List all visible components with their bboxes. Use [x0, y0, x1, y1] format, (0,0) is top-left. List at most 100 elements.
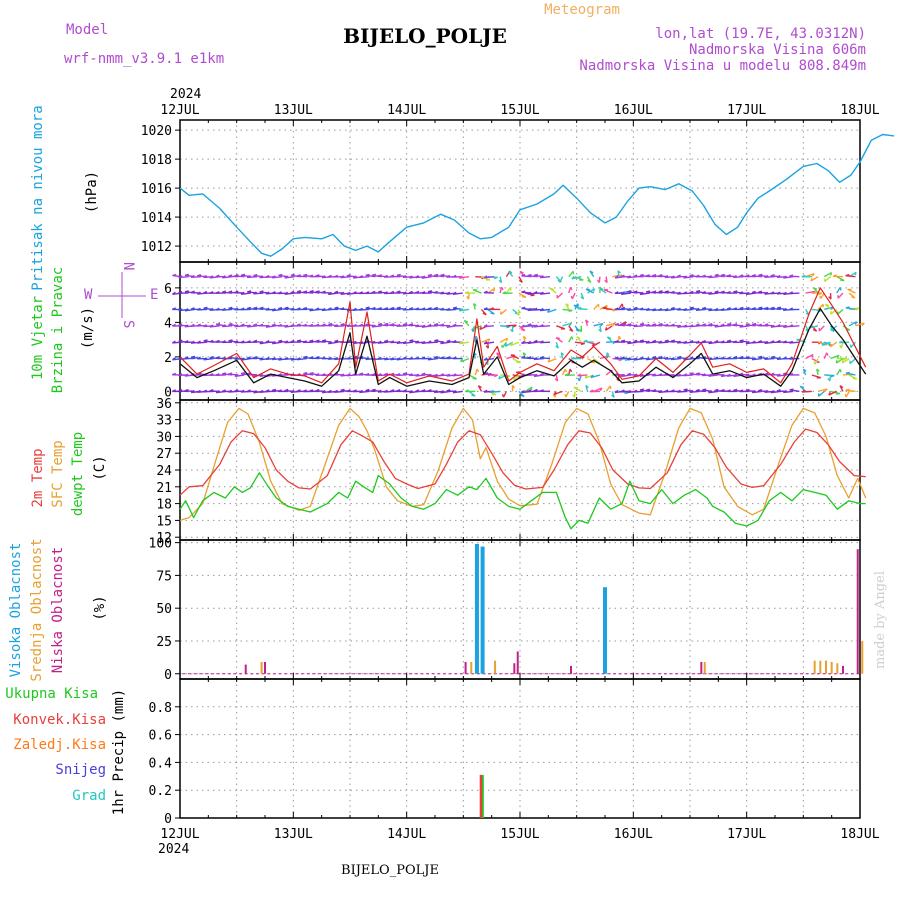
wind-arrow-head: [371, 290, 376, 294]
wind-arrow: [571, 292, 576, 300]
wind-arrow-head: [259, 389, 264, 393]
wind-arrow: [829, 341, 838, 348]
wind-arrow-head: [530, 294, 535, 297]
wind-arrow-head: [178, 339, 183, 343]
wind-arrow-head: [203, 357, 207, 361]
cloud-panel: 0 25 50 75 100: [149, 537, 864, 683]
wind-arrow-head: [396, 306, 401, 309]
wind-arrow-head: [572, 394, 576, 398]
cloud-bar-mid: [861, 640, 864, 674]
wind-arrow-head: [184, 308, 189, 312]
wind-arrow-head: [479, 326, 482, 330]
wind-arrow-head: [578, 328, 582, 333]
wind-arrow-head: [585, 319, 589, 323]
precip-label-total: Ukupna Kisa: [5, 686, 98, 702]
wind-arrow: [817, 303, 824, 310]
wind-arrow-head: [789, 372, 794, 376]
wind-arrow: [540, 292, 551, 295]
wind-arrow-head: [701, 290, 706, 294]
wind-arrow-head: [527, 273, 532, 277]
wind-arrow-head: [483, 389, 488, 393]
wind-arrow-head: [421, 324, 426, 328]
y-tick-label: 36: [156, 397, 172, 412]
y-tick-label: 75: [156, 569, 172, 584]
wind-arrow-head: [358, 307, 363, 311]
wind-arrow-head: [240, 340, 245, 344]
wind-arrow-head: [658, 373, 663, 376]
wind-arrow-head: [670, 323, 675, 327]
wind-arrow-head: [770, 306, 775, 310]
wind-arrow-head: [739, 274, 744, 277]
wind-arrow-head: [589, 270, 594, 274]
wind-arrow: [459, 308, 470, 312]
dewpt-temp-line: [179, 472, 866, 530]
wind-arrow-head: [829, 343, 832, 347]
wind-arrow-head: [265, 340, 270, 343]
wind-arrow-head: [633, 339, 638, 343]
wind-arrow-head: [621, 303, 624, 307]
wind-arrow-head: [652, 388, 657, 392]
wind-arrow-head: [533, 324, 538, 328]
wind-arrow-head: [315, 323, 320, 327]
wind-arrow-head: [633, 324, 638, 328]
y-tick-label: 18: [156, 498, 172, 513]
wind-arrow: [172, 341, 183, 344]
wind-arrow-head: [581, 355, 585, 360]
wind-arrow-head: [639, 356, 644, 360]
wind-arrow-head: [701, 373, 706, 377]
wind-arrow-head: [446, 356, 451, 359]
y-tick-label: 12: [156, 531, 172, 546]
y-tick-label: 0.2: [149, 784, 172, 799]
wind-arrow-head: [683, 307, 687, 311]
wind-arrow: [484, 275, 495, 279]
wind-arrow-head: [708, 390, 712, 394]
wind-arrow-head: [327, 340, 332, 345]
wind-arrow-head: [277, 389, 282, 393]
wind-arrow-head: [321, 390, 326, 394]
wind-arrow-head: [839, 287, 842, 291]
wind-arrow-head: [483, 307, 488, 310]
wind-arrow: [253, 292, 264, 295]
wind-arrow: [695, 308, 706, 311]
wind-arrow-head: [302, 340, 307, 344]
wind-arrow-head: [234, 373, 239, 377]
wind-arrow-head: [415, 290, 420, 294]
wind-arrow-head: [178, 389, 183, 392]
wind-arrow-head: [832, 274, 837, 277]
wind-arrow-head: [340, 275, 345, 279]
wind-arrow-head: [604, 279, 608, 284]
pressure-panel: 1012 1014 1016 1018 1020: [141, 119, 895, 263]
wind-arrow: [540, 275, 551, 279]
y-tick-label: 6: [164, 282, 172, 297]
wind-arrow-head: [782, 340, 787, 344]
wind-arrow: [764, 357, 775, 361]
wind-arrow: [633, 390, 644, 393]
wind-arrow-head: [284, 356, 289, 360]
wind-arrow-head: [733, 355, 738, 359]
wind-arrow: [708, 390, 719, 394]
wind-arrow-head: [652, 308, 656, 312]
wind-arrow-head: [221, 356, 226, 360]
wind-arrow-head: [573, 386, 578, 389]
wind-arrow-head: [639, 339, 644, 342]
wind-arrow-head: [745, 306, 750, 310]
wind-arrow: [823, 271, 832, 278]
wind-arrow-head: [184, 373, 189, 377]
pressure-frame: [179, 119, 861, 263]
wind-arrow-head: [383, 307, 389, 310]
year-top: 2024: [170, 87, 201, 102]
cloud-bar-mid: [494, 660, 497, 674]
wind-arrow-head: [409, 323, 414, 326]
wind-arrow-head: [835, 359, 838, 364]
wind-arrow-head: [489, 307, 494, 310]
wind-arrow: [334, 325, 345, 328]
wind-arrow-head: [215, 390, 220, 394]
wind-arrow-head: [221, 290, 227, 293]
wind-arrow-head: [483, 324, 488, 328]
wind-arrow-head: [209, 355, 214, 359]
wind-arrow-head: [521, 295, 527, 298]
wind-arrow-head: [527, 291, 532, 295]
wind-arrow-head: [676, 274, 681, 278]
wind-arrow-head: [504, 343, 508, 347]
wind-arrow-head: [733, 290, 738, 293]
